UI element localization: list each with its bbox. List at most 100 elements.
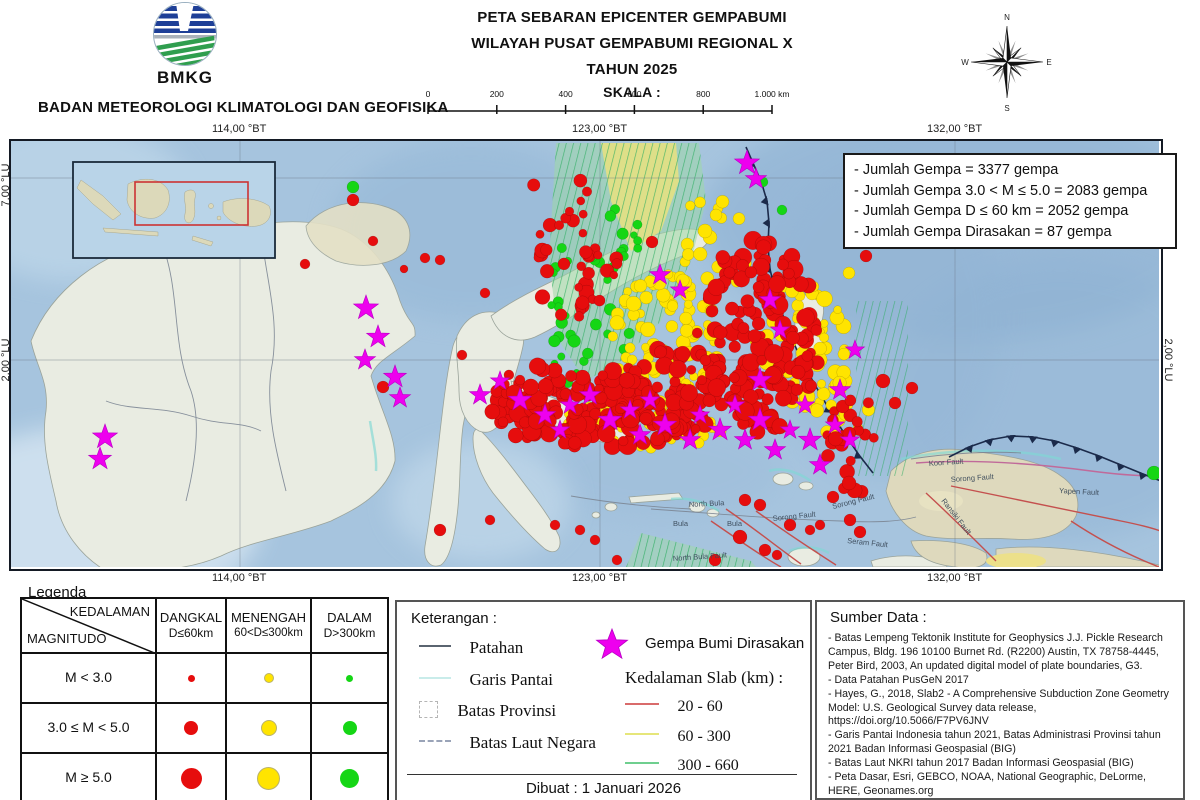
slab-300-660-label: 300 - 660 <box>677 757 739 774</box>
epicenter-dot <box>554 308 568 321</box>
epicenter-dot <box>768 275 786 293</box>
epicenter-dot <box>507 427 524 444</box>
fault-label: North Bula <box>689 498 726 509</box>
diagonal-divider <box>22 599 157 654</box>
epicenter-dot <box>633 236 643 246</box>
small-island <box>604 502 618 512</box>
axis-top-114: 114,00 °BT <box>212 123 267 135</box>
epicenter-dot <box>804 524 816 536</box>
legend-dot-med-red <box>157 704 227 754</box>
epicenter-dot <box>299 258 311 270</box>
felt-earthquake-star <box>794 394 816 414</box>
epicenter-dot <box>625 295 642 312</box>
epicenter-dot <box>728 372 740 384</box>
sumber-data-title: Sumber Data : <box>830 609 927 626</box>
epicenter-dot <box>868 432 879 443</box>
epicenter-dot <box>752 281 765 293</box>
epicenter-dot <box>618 372 636 389</box>
felt-earthquake-star <box>365 324 391 348</box>
epicenter-dot <box>859 249 873 263</box>
epicenter-dot <box>679 311 693 325</box>
epicenter-dots-layer <box>299 173 1159 567</box>
epicenter-dot <box>816 379 827 389</box>
title-line-3: TAHUN 2025 <box>586 61 678 78</box>
epicenter-dot <box>819 332 830 343</box>
epicenter-dot <box>776 204 788 216</box>
legend-magnitudo-label: MAGNITUDO <box>27 630 107 646</box>
epicenter-dot <box>530 389 548 407</box>
legend-dot-small-red <box>157 654 227 704</box>
keterangan-item-garis-pantai: Garis Pantai <box>419 670 553 690</box>
epicenter-dot <box>761 393 774 406</box>
felt-earthquake-star <box>578 383 602 405</box>
felt-earthquake-star <box>733 149 761 175</box>
epicenter-dot <box>576 196 586 206</box>
epicenter-dot <box>826 490 840 504</box>
epicenter-dot <box>651 381 663 393</box>
felt-earthquake-star <box>844 339 866 359</box>
epicenter-dot <box>593 250 603 260</box>
epicenter-dot <box>655 287 671 303</box>
epicenter-dot <box>547 301 556 310</box>
scale-tick-4: 800 <box>696 89 710 99</box>
epicenter-dot <box>654 345 668 359</box>
epicenter-dot <box>346 193 360 207</box>
epicenter-dot <box>554 220 565 231</box>
epicenter-dot <box>713 325 728 340</box>
keterangan-title: Keterangan : <box>411 610 497 627</box>
batas-provinsi-symbol <box>419 701 438 718</box>
dibuat-date: Dibuat : 1 Januari 2026 <box>525 780 682 797</box>
epicenter-dot <box>674 345 691 362</box>
epicenter-dot <box>785 330 800 345</box>
felt-earthquake-star <box>639 389 661 409</box>
epicenter-dot <box>419 252 431 264</box>
epicenter-dot <box>813 341 827 356</box>
legend-dot-big-green <box>312 754 387 800</box>
epicenter-dot <box>715 249 730 265</box>
epicenter-dot <box>630 231 638 239</box>
epicenter-dot <box>433 523 447 537</box>
felt-earthquake-star <box>839 429 861 449</box>
epicenter-dot <box>434 254 446 266</box>
col-sublabel: 60<D≤300km <box>234 627 303 640</box>
epicenter-dot <box>624 342 636 354</box>
epicenter-dot <box>367 235 379 247</box>
epicenter-dot <box>632 219 643 230</box>
legend-dot-med-green <box>312 704 387 754</box>
sulawesi-southwest-arm <box>424 334 471 567</box>
felt-earthquake-star <box>733 428 757 450</box>
epicenter-dot <box>589 318 602 331</box>
epicenter-dot <box>828 431 844 447</box>
compass-w: W <box>961 58 969 67</box>
slab-300-660-line <box>625 762 659 764</box>
epicenter-dot <box>581 186 593 197</box>
epicenter-dot <box>732 529 748 545</box>
epicenter-dot <box>582 266 595 280</box>
keterangan-item-batas-provinsi: Batas Provinsi <box>419 701 556 721</box>
col-label: DALAM <box>327 609 372 625</box>
legend-row-m5-label: M ≥ 5.0 <box>22 754 157 800</box>
epicenter-dot <box>686 364 697 375</box>
epicenter-dot <box>503 369 515 381</box>
epicenter-dot <box>497 416 509 428</box>
fault-label: Sorong Fault <box>951 472 995 484</box>
epicenter-dot <box>623 327 635 339</box>
epicenter-dot <box>816 387 831 401</box>
epicenter-dot <box>764 344 784 364</box>
batas-provinsi-label: Batas Provinsi <box>457 701 557 720</box>
felt-earthquake-star <box>769 319 791 339</box>
epicenter-dot <box>639 412 653 426</box>
slab-item-20-60: 20 - 60 <box>625 698 723 716</box>
epicenter-dot <box>641 342 650 352</box>
epicenter-dot <box>575 295 590 310</box>
epicenter-dot <box>707 278 725 296</box>
epicenter-dot <box>682 248 695 261</box>
epicenter-dot <box>714 397 729 412</box>
epicenter-dot <box>484 403 501 420</box>
epicenter-dot <box>783 267 795 280</box>
axis-bottom-114: 114,00 °BT <box>212 572 267 584</box>
felt-earthquake-star <box>652 412 678 436</box>
epicenter-dot <box>715 194 730 209</box>
felt-earthquake-star <box>669 279 691 299</box>
